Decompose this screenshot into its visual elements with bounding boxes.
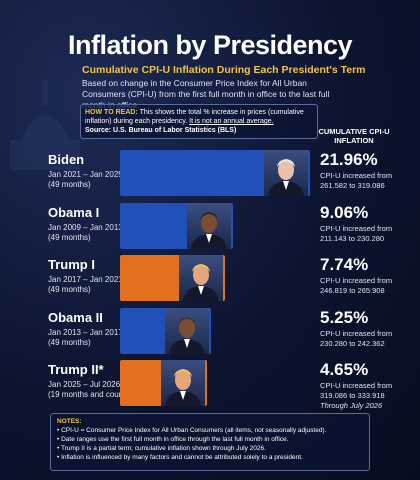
how-to-read: HOW TO READ: This shows the total % incr… — [80, 104, 318, 139]
value-label: 4.65% — [320, 360, 369, 379]
duration: (49 months) — [48, 285, 91, 294]
subtitle: Cumulative CPI-U Inflation During Each P… — [82, 64, 366, 76]
cpi-note: CPI-U increased from 230.280 to 242.362 — [320, 328, 393, 348]
duration: (49 months) — [48, 337, 91, 347]
value-label: 7.74% — [320, 255, 369, 274]
note-item: • CPI-U = Consumer Price Index for All U… — [57, 427, 327, 434]
value-label: 21.96% — [320, 150, 378, 169]
cpi-extra: Through July 2026 — [320, 401, 383, 410]
date-range: Jan 2021 – Jan 2025 — [48, 170, 123, 179]
portrait — [164, 307, 209, 354]
cpi-note: CPI-U increased from 246.819 to 265.908 — [320, 276, 393, 295]
portrait — [263, 150, 308, 196]
president-name: Trump I — [48, 257, 95, 272]
date-range: Jan 2025 – Jul 2026 — [48, 380, 121, 389]
portrait-figure — [164, 369, 201, 406]
bar — [120, 360, 207, 406]
portrait — [160, 360, 205, 406]
bar — [120, 202, 234, 249]
value-header: CUMULATIVE CPI-U INFLATION — [318, 127, 390, 145]
value-label: 5.25% — [320, 307, 369, 327]
note-item: • Trump II is a partial term; cumulative… — [57, 445, 266, 452]
portrait-figure — [168, 316, 205, 354]
bar — [120, 255, 226, 301]
duration: (49 months) — [48, 180, 91, 189]
portrait-figure — [267, 159, 304, 196]
date-range: Jan 2009 – Jan 2013 — [48, 222, 123, 232]
note-item: • Date ranges use the first full month i… — [57, 436, 289, 443]
note-list: • CPI-U = Consumer Price Index for All U… — [57, 426, 363, 462]
portrait — [187, 202, 232, 249]
president-name: Trump II* — [48, 362, 104, 377]
date-range: Jan 2017 – Jan 2021 — [48, 275, 123, 284]
bar — [120, 150, 310, 196]
note-item: • Inflation is influenced by many factor… — [57, 454, 303, 461]
how-to-text: This shows the total % increase in price… — [85, 109, 304, 125]
how-to-label: HOW TO READ: — [85, 109, 138, 116]
date-range: Jan 2013 – Jan 2017 — [48, 327, 123, 337]
title: Inflation by Presidency — [67, 30, 353, 60]
president-name: Obama II — [48, 309, 103, 325]
cpi-note: CPI-U increased from 261.582 to 319.086 — [320, 171, 393, 190]
capitol-silhouette — [10, 80, 80, 170]
source: Source: U.S. Bureau of Labor Statistics … — [85, 127, 237, 134]
portrait-figure — [191, 211, 228, 249]
notes-title: NOTES: — [57, 418, 82, 425]
bar — [120, 307, 211, 354]
value-label: 9.06% — [320, 202, 369, 222]
notes: NOTES: • CPI-U = Consumer Price Index fo… — [50, 413, 370, 471]
president-name: Obama I — [48, 204, 100, 220]
how-to-emphasis: It is not an annual average. — [189, 118, 274, 125]
president-name: Biden — [48, 152, 85, 167]
duration: (19 months and counting) — [48, 390, 139, 399]
portrait-figure — [183, 264, 220, 301]
portrait — [179, 255, 224, 301]
cpi-note: CPI-U increased from 211.143 to 230.280 — [320, 223, 393, 243]
cpi-note: CPI-U increased from 319.086 to 333.918 — [320, 381, 393, 400]
duration: (49 months) — [48, 232, 91, 242]
